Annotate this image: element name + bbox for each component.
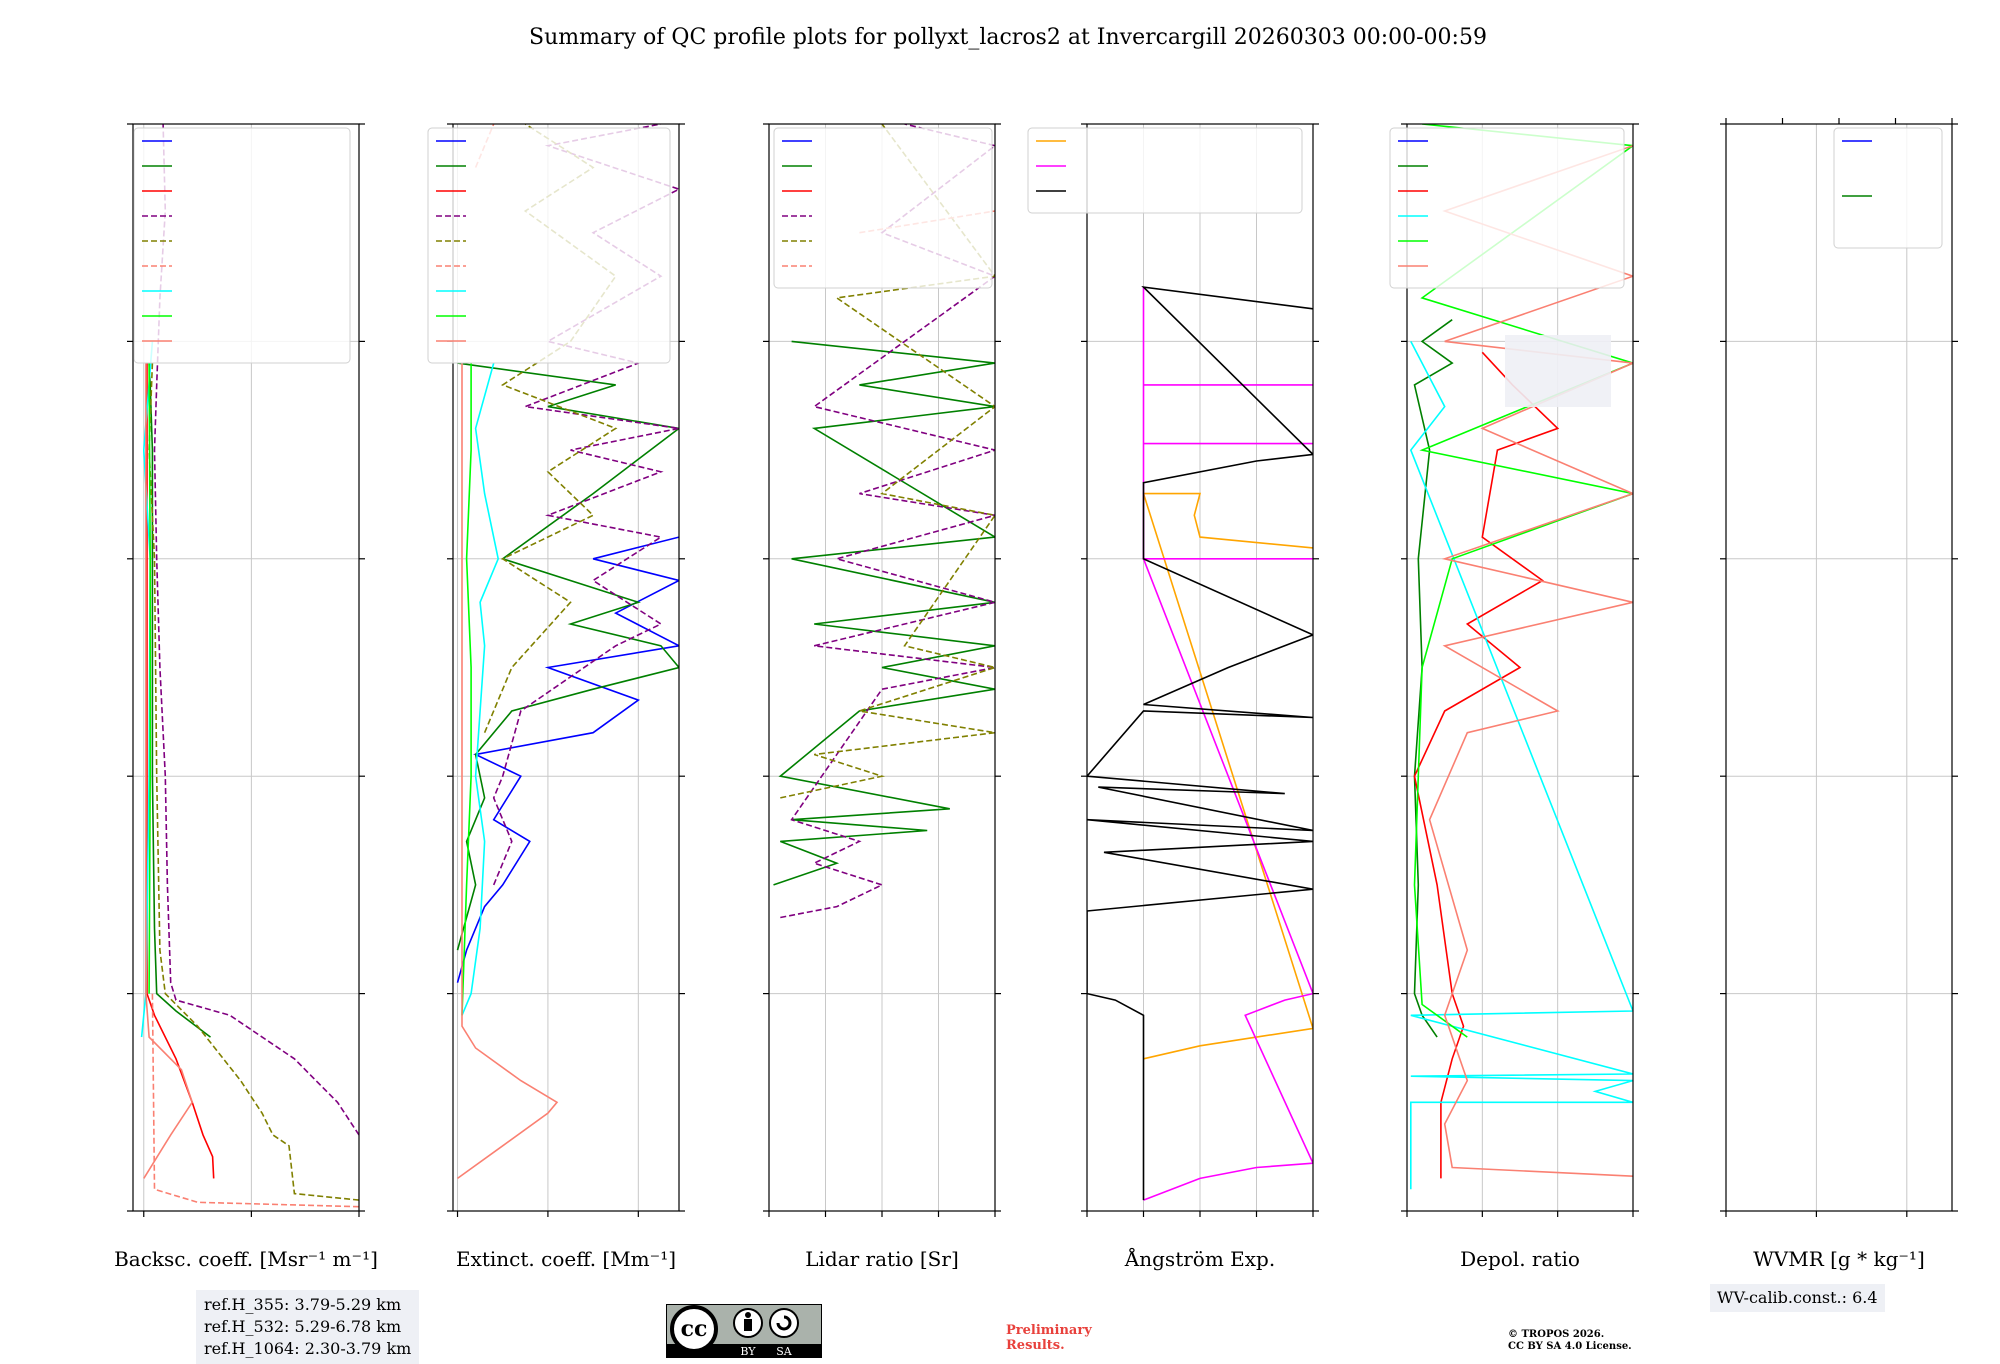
series-line-aerbsc-raman-1064	[146, 363, 215, 1179]
series-line-aerbsc-klett-355-x-lr	[461, 362, 500, 1016]
by-attribution-icon	[745, 1312, 751, 1318]
preliminary-line-2: Results.	[1006, 1338, 1065, 1353]
legend-lr	[773, 127, 993, 289]
panel-ae: Ångström Exp.	[1027, 123, 1319, 1271]
series-line-aerlr-rr-532	[780, 124, 995, 799]
series-line-pardepol-klett-355	[1409, 341, 1633, 1190]
series-line-aerext-raman-355	[456, 536, 679, 983]
wv-calibration-box: WV-calib.const.: 6.4	[1710, 1284, 1885, 1312]
panel-wv: WVMR [g * kg⁻¹]	[1720, 118, 1958, 1271]
sa-share-alike-icon	[769, 1308, 799, 1338]
legend-box	[1389, 127, 1625, 289]
series-line-aerbsc-rr-532	[148, 363, 359, 1201]
ref-height-1064: ref.H_1064: 2.30-3.79 km	[204, 1339, 412, 1358]
x-axis-label: Depol. ratio	[1460, 1247, 1580, 1271]
series-line-aerbsc-klett-532-x-lr	[461, 363, 472, 1016]
axes-frame	[1725, 123, 1953, 1212]
legend-box	[133, 127, 351, 364]
legend-wv	[1833, 127, 1943, 249]
series-line-ae-beta-532-1064-raman	[1142, 287, 1313, 1201]
axes-frame	[132, 123, 360, 1212]
axes-frame	[452, 123, 680, 1212]
cc-by-sa-license-badge: cc BY SA	[666, 1304, 822, 1358]
annotation-depol	[1505, 335, 1611, 407]
series-line-ae-parext-355-532-raman	[1087, 286, 1313, 1201]
preliminary-line-1: Preliminary	[1006, 1323, 1092, 1338]
series-line-aerlr-raman-532	[773, 340, 995, 886]
panel-ext: Extinct. coeff. [Mm⁻¹]	[427, 123, 685, 1271]
series-group-ae	[1087, 286, 1313, 1201]
panel-bsc: Backsc. coeff. [Msr⁻¹ m⁻¹]	[114, 123, 378, 1271]
legend-box	[1833, 127, 1943, 249]
legend-depol	[1389, 127, 1625, 289]
legend-ext	[427, 127, 671, 364]
series-line-aerbsc-raman-532	[148, 363, 211, 1038]
copyright-note: © TROPOS 2026. CC BY SA 4.0 License.	[1508, 1329, 1632, 1353]
panel-lr: Lidar ratio [Sr]	[763, 123, 1001, 1271]
x-axis-label: WVMR [g * kg⁻¹]	[1753, 1247, 1925, 1271]
legend-box	[1027, 127, 1303, 214]
series-line-aerbsc-klett-1064	[143, 363, 194, 1179]
x-axis-label: Extinct. coeff. [Mm⁻¹]	[456, 1247, 676, 1271]
wv-calibration-constant: WV-calib.const.: 6.4	[1717, 1288, 1878, 1307]
series-group-bsc	[140, 124, 359, 1208]
series-line-aerbsc-rr-1064	[151, 993, 359, 1208]
series-line-aerbsc-klett-532	[148, 363, 151, 994]
by-label: BY	[740, 1345, 756, 1358]
ref-height-355: ref.H_355: 3.79-5.29 km	[204, 1295, 402, 1314]
copyright-line-1: © TROPOS 2026.	[1508, 1329, 1605, 1340]
figure-title: Summary of QC profile plots for pollyxt_…	[529, 25, 1487, 50]
series-line-pardepol-raman-532	[1413, 319, 1454, 1038]
sa-label: SA	[776, 1345, 793, 1358]
ref-height-532: ref.H_532: 5.29-6.78 km	[204, 1317, 402, 1336]
series-group-ext	[456, 124, 679, 1180]
legend-ae	[1027, 127, 1303, 214]
series-line-pardepol-raman-1064	[1413, 351, 1560, 1179]
legend-box	[427, 127, 671, 364]
x-axis-label: Ångström Exp.	[1124, 1246, 1275, 1271]
cc-logo-text: cc	[681, 1316, 708, 1342]
series-line-aerext-raman-532	[456, 362, 679, 951]
annotation-box	[1505, 335, 1611, 407]
copyright-line-2: CC BY SA 4.0 License.	[1508, 1341, 1632, 1352]
reference-height-box: ref.H_355: 3.79-5.29 km ref.H_532: 5.29-…	[196, 1290, 420, 1364]
legend-bsc	[133, 127, 351, 364]
x-axis-label: Lidar ratio [Sr]	[805, 1247, 959, 1271]
series-line-aerbsc-rr-355	[153, 124, 359, 1136]
axes-frame	[1406, 123, 1634, 1212]
preliminary-results-note: Preliminary Results.	[1006, 1323, 1092, 1353]
chart-canvas: Summary of QC profile plots for pollyxt_…	[114, 25, 1958, 1271]
panel-depol: Depol. ratio	[1389, 123, 1639, 1271]
series-line-aerbsc-klett-1064-x-lr	[457, 363, 559, 1180]
x-axis-label: Backsc. coeff. [Msr⁻¹ m⁻¹]	[114, 1247, 378, 1271]
legend-box	[773, 127, 993, 289]
series-line-pardepol-klett-1064	[1428, 144, 1633, 1177]
